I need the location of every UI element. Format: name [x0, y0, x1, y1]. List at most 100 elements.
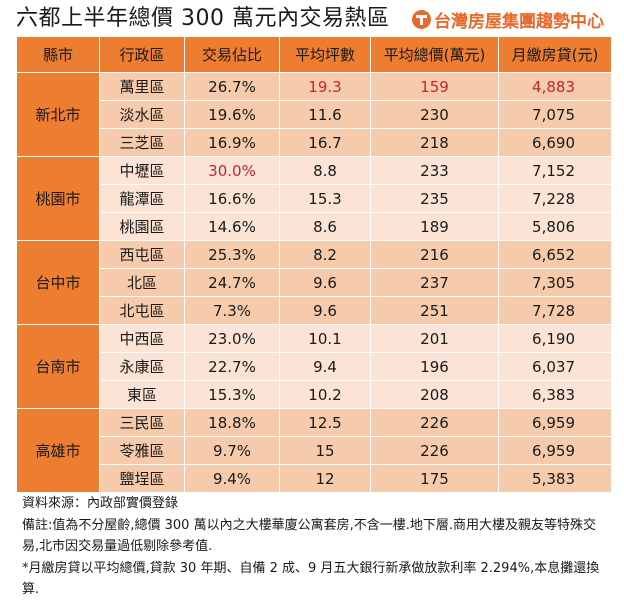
share-cell: 19.6% — [184, 100, 280, 129]
ping-cell: 10.1 — [279, 324, 371, 353]
data-table: 縣市 行政區 交易佔比 平均坪數 平均總價(萬元) 月繳房貸(元) 新北市 萬里區… — [16, 37, 612, 493]
ping-cell: 15.3 — [279, 184, 371, 213]
mortgage-cell: 7,075 — [498, 100, 612, 129]
table-row: 苓雅區 9.7% 15 226 6,959 — [17, 436, 612, 465]
page-title: 六都上半年總價 300 萬元內交易熱區 — [16, 6, 390, 31]
table-row: 三芝區 16.9% 16.7 218 6,690 — [17, 128, 612, 157]
brand-logo: 台灣房屋集團趨勢中心 — [412, 8, 604, 32]
price-cell: 201 — [370, 324, 499, 353]
price-cell: 251 — [370, 296, 499, 325]
mortgage-cell: 6,037 — [498, 352, 612, 381]
price-cell: 196 — [370, 352, 499, 381]
table-row: 永康區 22.7% 9.4 196 6,037 — [17, 352, 612, 381]
price-cell: 175 — [370, 464, 499, 493]
mortgage-cell: 4,883 — [498, 72, 612, 101]
ping-cell: 8.8 — [279, 156, 371, 185]
share-cell: 16.6% — [184, 184, 280, 213]
share-cell: 16.9% — [184, 128, 280, 157]
price-cell: 237 — [370, 268, 499, 297]
share-cell: 7.3% — [184, 296, 280, 325]
table-row: 淡水區 19.6% 11.6 230 7,075 — [17, 100, 612, 129]
mortgage-note: *月繳房貸以平均總價,貸款 30 年期、自備 2 成、9 月五大銀行新承做放款利… — [22, 560, 600, 598]
share-cell: 22.7% — [184, 352, 280, 381]
city-cell: 桃園市 — [16, 156, 100, 241]
district-cell: 苓雅區 — [99, 436, 185, 465]
price-cell: 218 — [370, 128, 499, 157]
district-cell: 永康區 — [99, 352, 185, 381]
district-cell: 北區 — [99, 268, 185, 297]
district-cell: 三芝區 — [99, 128, 185, 157]
mortgage-cell: 6,652 — [498, 240, 612, 269]
table-row: 北區 24.7% 9.6 237 7,305 — [17, 268, 612, 297]
price-cell: 226 — [370, 408, 499, 437]
share-cell: 18.8% — [184, 408, 280, 437]
ping-cell: 8.2 — [279, 240, 371, 269]
logo-icon — [412, 9, 431, 29]
price-cell: 159 — [370, 72, 499, 101]
district-cell: 桃園區 — [99, 212, 185, 241]
ping-cell: 11.6 — [279, 100, 371, 129]
district-cell: 龍潭區 — [99, 184, 185, 213]
column-header: 縣市 — [16, 37, 100, 73]
district-cell: 三民區 — [99, 408, 185, 437]
table-header-row: 縣市 行政區 交易佔比 平均坪數 平均總價(萬元) 月繳房貸(元) — [16, 37, 612, 73]
district-cell: 中西區 — [99, 324, 185, 353]
ping-cell: 8.6 — [279, 212, 371, 241]
ping-cell: 9.6 — [279, 268, 371, 297]
column-header: 月繳房貸(元) — [498, 37, 612, 73]
column-header: 平均坪數 — [279, 37, 371, 73]
city-cell: 新北市 — [16, 72, 100, 157]
city-cell: 台南市 — [16, 324, 100, 409]
table-row: 台中市 西屯區 25.3% 8.2 216 6,652 — [16, 240, 612, 325]
ping-cell: 19.3 — [279, 72, 371, 101]
district-cell: 中壢區 — [99, 156, 185, 185]
column-header: 交易佔比 — [184, 37, 280, 73]
mortgage-cell: 6,383 — [498, 380, 612, 409]
mortgage-cell: 6,190 — [498, 324, 612, 353]
mortgage-cell: 7,728 — [498, 296, 612, 325]
column-header: 行政區 — [99, 37, 185, 73]
mortgage-cell: 7,152 — [498, 156, 612, 185]
mortgage-cell: 5,383 — [498, 464, 612, 493]
ping-cell: 12.5 — [279, 408, 371, 437]
price-cell: 189 — [370, 212, 499, 241]
mortgage-cell: 7,228 — [498, 184, 612, 213]
share-cell: 15.3% — [184, 380, 280, 409]
share-cell: 23.0% — [184, 324, 280, 353]
mortgage-cell: 6,959 — [498, 436, 612, 465]
table-row: 鹽埕區 9.4% 12 175 5,383 — [17, 464, 612, 493]
price-cell: 230 — [370, 100, 499, 129]
district-cell: 北屯區 — [99, 296, 185, 325]
share-cell: 9.7% — [184, 436, 280, 465]
ping-cell: 16.7 — [279, 128, 371, 157]
table-row: 台南市 中西區 23.0% 10.1 201 6,190 — [16, 324, 612, 409]
table-body: 新北市 萬里區 26.7% 19.3 159 4,883 淡水區 19.6% 11.6 230 7,… — [16, 72, 612, 493]
source-note: 資料來源：內政部實價登錄 — [22, 496, 179, 511]
table-row: 新北市 萬里區 26.7% 19.3 159 4,883 — [16, 72, 612, 157]
logo-text: 台灣房屋集團趨勢中心 — [434, 11, 604, 32]
footnotes: 資料來源：內政部實價登錄 備註:值為不分屋齡,總價 300 萬以內之大樓華廈公寓… — [22, 493, 612, 601]
mortgage-cell: 6,959 — [498, 408, 612, 437]
share-cell: 14.6% — [184, 212, 280, 241]
price-cell: 226 — [370, 436, 499, 465]
share-cell: 9.4% — [184, 464, 280, 493]
ping-cell: 9.6 — [279, 296, 371, 325]
district-cell: 東區 — [99, 380, 185, 409]
share-cell: 24.7% — [184, 268, 280, 297]
price-cell: 208 — [370, 380, 499, 409]
ping-cell: 12 — [279, 464, 371, 493]
ping-cell: 9.4 — [279, 352, 371, 381]
district-cell: 鹽埕區 — [99, 464, 185, 493]
price-cell: 216 — [370, 240, 499, 269]
district-cell: 西屯區 — [99, 240, 185, 269]
share-cell: 25.3% — [184, 240, 280, 269]
table-row: 東區 15.3% 10.2 208 6,383 — [17, 380, 612, 409]
city-cell: 台中市 — [16, 240, 100, 325]
table-row: 龍潭區 16.6% 15.3 235 7,228 — [17, 184, 612, 213]
table-row: 高雄市 三民區 18.8% 12.5 226 6,959 — [16, 408, 612, 493]
price-cell: 233 — [370, 156, 499, 185]
table-row: 桃園區 14.6% 8.6 189 5,806 — [17, 212, 612, 241]
price-cell: 235 — [370, 184, 499, 213]
column-header: 平均總價(萬元) — [370, 37, 499, 73]
share-cell: 30.0% — [184, 156, 280, 185]
